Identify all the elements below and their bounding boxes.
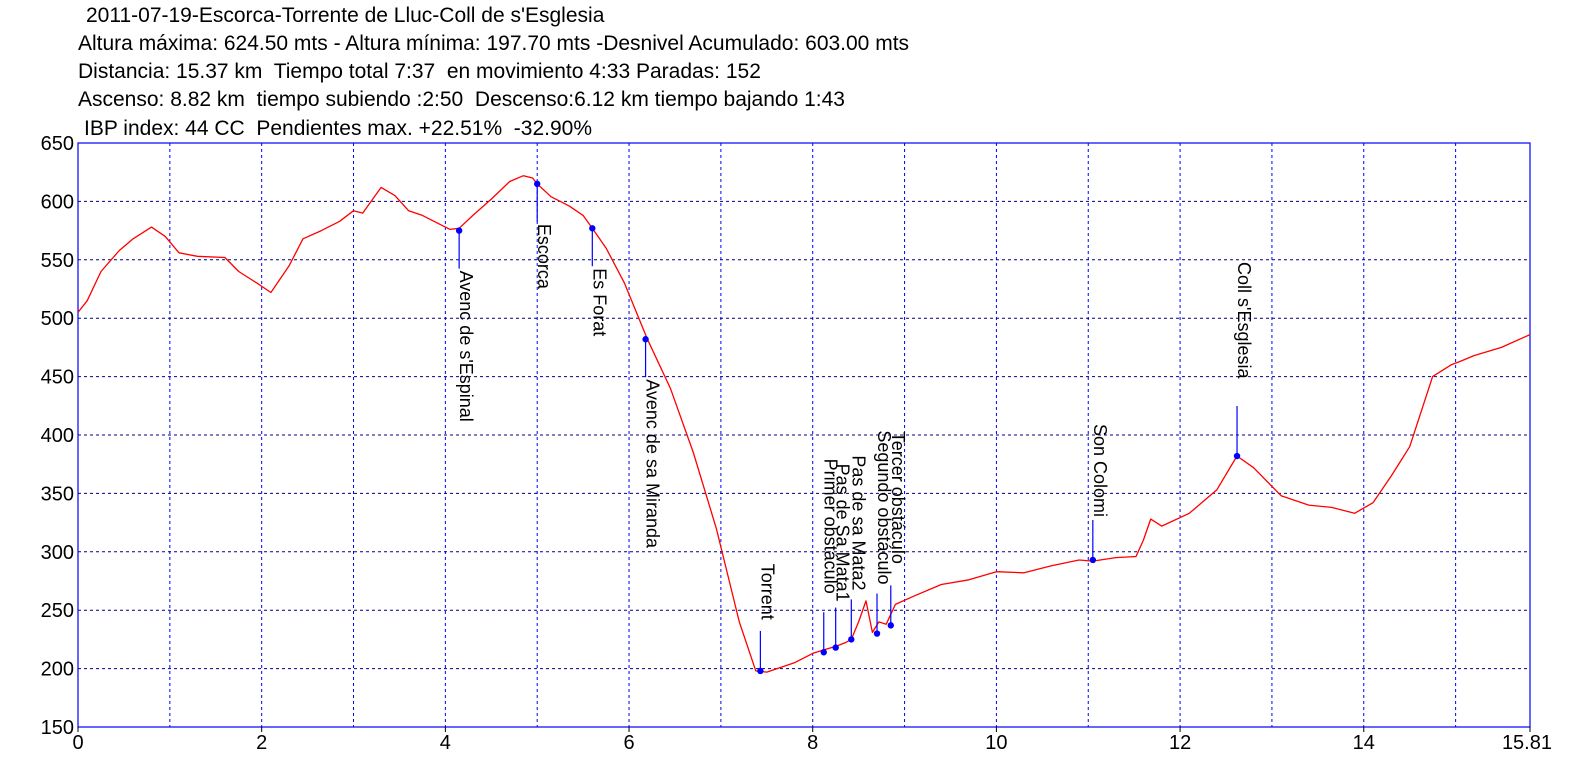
ibp-slope-summary: IBP index: 44 CC Pendientes max. +22.51%…	[84, 117, 592, 140]
waypoint-markers: Avenc de s'Espinal Escorca Es Forat Avenc d…	[455, 180, 1254, 675]
waypoint-marker	[820, 649, 827, 656]
waypoint-label: Segundo obstáculo	[874, 430, 894, 584]
x-tick-label: 2	[256, 732, 267, 754]
waypoint-label: Pas de Sa Mata1	[833, 464, 853, 602]
waypoint-label: Tercer obstáculo	[888, 432, 908, 564]
grid-lines	[78, 143, 1530, 727]
waypoint-marker	[848, 636, 855, 643]
chart-title: 2011-07-19-Escorca-Torrente de Lluc-Coll…	[86, 4, 605, 27]
y-tick-label: 150	[41, 717, 74, 739]
distance-time-summary: Distancia: 15.37 km Tiempo total 7:37 en…	[78, 60, 761, 83]
waypoint-label: Avenc de s'Espinal	[456, 271, 476, 422]
waypoint-marker	[589, 225, 596, 232]
y-tick-label: 200	[41, 659, 74, 681]
elevation-line	[77, 175, 1531, 673]
waypoint-marker	[1089, 556, 1097, 564]
y-tick-label: 500	[41, 308, 74, 330]
x-tick-label: 10	[985, 732, 1007, 754]
x-axis-ticks: 0 2 4 6 8 10 12 14 15.81	[72, 727, 1552, 754]
y-tick-label: 400	[41, 425, 74, 447]
y-tick-label: 450	[41, 367, 74, 389]
y-tick-label: 250	[41, 600, 74, 622]
x-tick-label: 8	[807, 732, 818, 754]
waypoint-marker	[534, 180, 541, 188]
waypoint-marker	[757, 667, 764, 675]
waypoint-label: Pas de sa Mata2	[848, 455, 868, 590]
x-tick-label: 15.81	[1502, 732, 1552, 754]
ascent-descent-summary: Ascenso: 8.82 km tiempo subiendo :2:50 D…	[78, 88, 845, 111]
altitude-summary: Altura máxima: 624.50 mts - Altura mínim…	[78, 32, 910, 55]
x-tick-label: 14	[1353, 732, 1375, 754]
chart-header: 2011-07-19-Escorca-Torrente de Lluc-Coll…	[0, 0, 1596, 146]
plot-frame	[77, 142, 1531, 728]
y-tick-label: 300	[41, 542, 74, 564]
waypoint-label: Primer obstáculo	[821, 459, 841, 594]
waypoint-marker	[873, 630, 881, 637]
waypoint-label: Torrent	[757, 564, 777, 620]
waypoint-label: Coll s'Esglesia	[1234, 262, 1254, 379]
elevation-series	[77, 175, 1531, 673]
waypoint-marker	[832, 644, 839, 651]
y-tick-label: 550	[41, 250, 74, 272]
waypoint-label: Escorca	[534, 224, 554, 290]
waypoint-label: Avenc de sa Miranda	[643, 379, 663, 549]
x-tick-label: 0	[72, 732, 83, 754]
x-tick-label: 4	[440, 732, 451, 754]
y-tick-label: 350	[41, 483, 74, 505]
x-tick-label: 6	[623, 732, 634, 754]
waypoint-marker	[887, 622, 894, 629]
y-tick-label: 600	[41, 191, 74, 213]
waypoint-marker	[642, 336, 649, 343]
waypoint-marker	[1233, 452, 1241, 460]
y-tick-label: 650	[41, 133, 74, 155]
waypoint-marker	[455, 227, 463, 234]
y-axis-ticks: 150 200 250 300 350 400 450 500 550 600 650	[41, 133, 74, 739]
waypoint-label: Es Forat	[589, 268, 609, 336]
x-tick-label: 12	[1169, 732, 1191, 754]
waypoint-label: Son Colomi	[1090, 424, 1110, 517]
